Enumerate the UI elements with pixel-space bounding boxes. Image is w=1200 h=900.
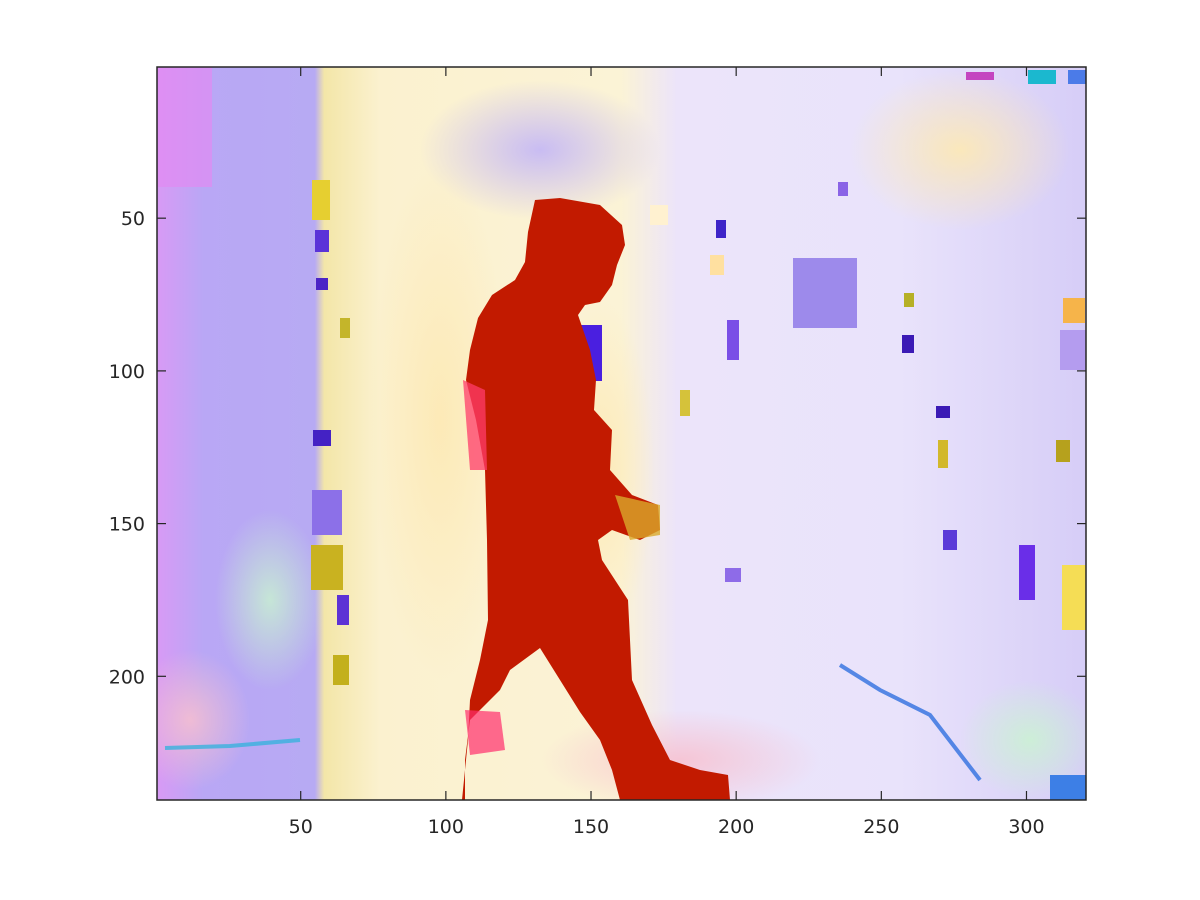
x-axis: 50 100 150 200 250 300 [289, 67, 1045, 838]
y-tick-label: 100 [109, 361, 145, 383]
x-tick-label: 100 [428, 816, 464, 838]
heatmap-image [157, 67, 1086, 800]
x-tick-label: 150 [573, 816, 609, 838]
axes-frame [156, 66, 1087, 801]
y-tick-label: 150 [109, 514, 145, 536]
x-tick-label: 200 [718, 816, 754, 838]
x-tick-label: 300 [1008, 816, 1044, 838]
y-axis: 50 100 150 200 [109, 208, 1086, 688]
y-tick-label: 50 [121, 208, 145, 230]
x-tick-label: 50 [289, 816, 313, 838]
x-tick-label: 250 [863, 816, 899, 838]
y-tick-label: 200 [109, 666, 145, 688]
